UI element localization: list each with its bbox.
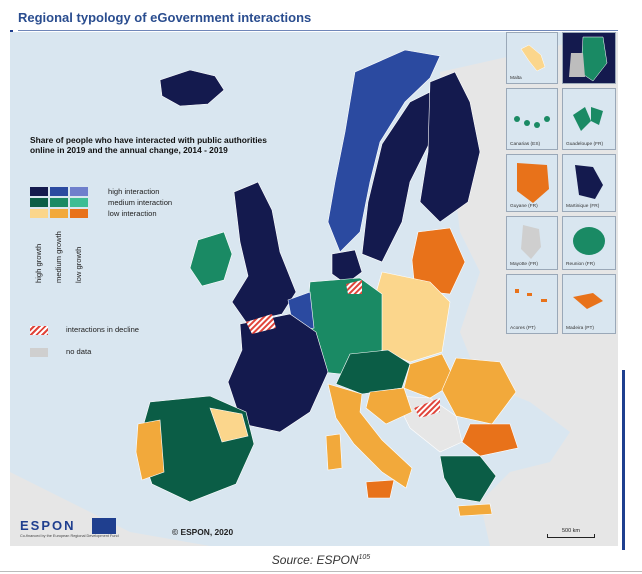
legend-title: Share of people who have interacted with… — [30, 135, 267, 155]
region-baltics — [411, 227, 466, 295]
region-greece — [439, 455, 497, 503]
inset-shape — [521, 225, 541, 259]
inset-label: Madeira (PT) — [566, 326, 594, 331]
region-italy — [327, 383, 413, 489]
legend-cell-high-high — [30, 187, 48, 196]
inset-label: Acores (PT) — [510, 326, 536, 331]
inset-canarias: Canarias (ES) — [506, 88, 558, 150]
legend-row-label: medium interaction — [108, 198, 173, 207]
region-uk — [231, 181, 297, 323]
region-norway — [327, 49, 441, 253]
region-finland — [419, 71, 481, 223]
source-text: Source: ESPON — [271, 553, 359, 567]
legend-cell-low-medium — [50, 209, 68, 218]
legend-cell-low-low — [70, 209, 88, 218]
legend-nodata-label: no data — [66, 347, 92, 356]
inset-acores: Acores (PT) — [506, 274, 558, 334]
caption-rule — [0, 571, 642, 572]
region-croatia-slovenia — [365, 387, 413, 425]
region-iceland — [159, 69, 225, 107]
legend-decline: interactions in decline — [30, 325, 139, 335]
inset-guyane: Guyane (FR) — [506, 154, 558, 212]
region-decline-denmark — [346, 280, 362, 294]
legend-cell-low-high — [30, 209, 48, 218]
inset-shape — [517, 163, 549, 203]
inset-reunion: Reunion (FR) — [562, 216, 616, 270]
region-sardinia — [325, 433, 343, 471]
legend-cell-medium-low — [70, 198, 88, 207]
region-crete — [457, 503, 493, 517]
inset-shape — [514, 116, 550, 128]
inset-martinique: Martinique (FR) — [562, 154, 616, 212]
legend-row-label: high interaction — [108, 187, 160, 196]
inset-malta: Malta — [506, 32, 558, 84]
legend-cell-high-low — [70, 187, 88, 196]
inset-label: Martinique (FR) — [566, 204, 600, 209]
inset-guadeloupe: Guadeloupe (FR) — [562, 88, 616, 150]
legend-row-label: low interaction — [108, 209, 157, 218]
region-portugal — [135, 419, 165, 481]
eu-flag-icon — [92, 518, 116, 534]
inset-madeira: Madeira (PT) — [562, 274, 616, 334]
nodata-swatch — [30, 347, 48, 357]
right-accent-rule — [622, 370, 625, 550]
logo-text: ESPON — [20, 518, 76, 533]
title-rule — [18, 30, 618, 31]
legend-decline-label: interactions in decline — [66, 325, 140, 334]
legend: Share of people who have interacted with… — [30, 135, 270, 357]
inset-label: Canarias (ES) — [510, 142, 541, 147]
legend-column-label: low growth — [74, 246, 83, 283]
logo-subtext: Co-financed by the European Regional Dev… — [20, 534, 119, 538]
region-sicily — [365, 479, 395, 499]
region-decline-croatia — [414, 398, 440, 418]
north-africa-land — [10, 472, 210, 546]
source-footnote: 105 — [358, 554, 371, 561]
inset-label: Guadeloupe (FR) — [566, 142, 604, 147]
inset-shape — [573, 293, 603, 309]
inset-shape — [515, 289, 547, 302]
region-sweden — [361, 91, 431, 263]
scale-bar-line — [547, 534, 595, 538]
legend-cell-medium-high — [30, 198, 48, 207]
inset-cyprus-region — [562, 32, 616, 84]
legend-cell-medium-medium — [50, 198, 68, 207]
espon-logo: ESPON Co-financed by the European Region… — [20, 518, 119, 538]
region-ebro — [209, 407, 249, 443]
inset-mayotte: Mayotte (FR) — [506, 216, 558, 270]
decline-swatch — [30, 325, 48, 335]
legend-column-label: medium growth — [54, 231, 63, 283]
copyright: © ESPON, 2020 — [172, 527, 234, 537]
scale-label: 500 km — [561, 528, 581, 534]
inset-label: Reunion (FR) — [566, 262, 595, 267]
inset-shape — [569, 36, 608, 82]
region-decline-uk-south — [246, 314, 276, 334]
inset-label: Mayotte (FR) — [510, 262, 538, 267]
inset-shape — [573, 227, 605, 255]
inset-shape — [573, 107, 603, 131]
inset-label: Malta — [510, 76, 522, 81]
scale-bar: 500 km — [547, 528, 595, 538]
inset-shape — [520, 44, 546, 72]
legend-column-label: high growth — [34, 243, 43, 283]
region-france — [227, 313, 329, 433]
inset-label: Guyane (FR) — [510, 204, 538, 209]
inset-maps: Malta Canarias (ES) Guadeloupe (FR) Guya… — [506, 32, 618, 336]
legend-cell-high-medium — [50, 187, 68, 196]
inset-shape — [575, 165, 603, 199]
region-ireland — [189, 231, 233, 287]
source-caption: Source: ESPON105 — [0, 553, 642, 567]
region-denmark — [331, 249, 363, 285]
figure-title: Regional typology of eGovernment interac… — [18, 10, 312, 25]
legend-nodata: no data — [30, 347, 91, 357]
region-bulgaria — [461, 423, 519, 457]
